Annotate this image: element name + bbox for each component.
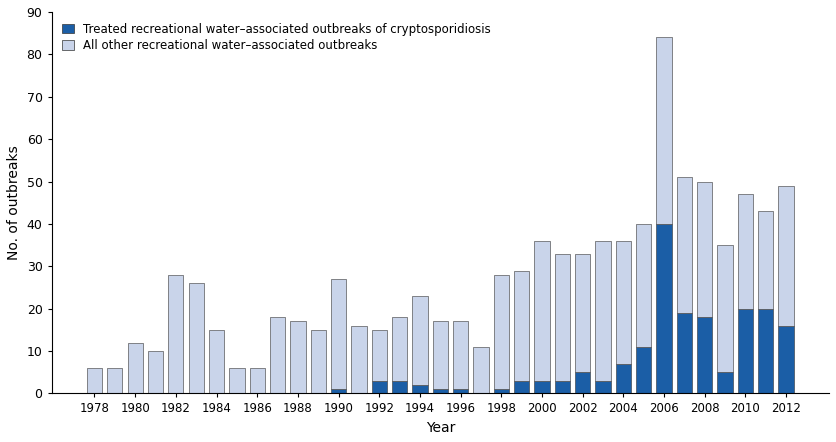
- Bar: [717, 372, 732, 393]
- Bar: [555, 381, 570, 393]
- Bar: [758, 309, 773, 393]
- Bar: [595, 241, 610, 381]
- Bar: [473, 347, 488, 393]
- Bar: [331, 279, 346, 389]
- Bar: [494, 389, 509, 393]
- Bar: [189, 283, 204, 393]
- Bar: [697, 182, 712, 317]
- Bar: [595, 381, 610, 393]
- Bar: [412, 296, 427, 385]
- Bar: [270, 317, 285, 393]
- Bar: [209, 330, 224, 393]
- Bar: [778, 326, 793, 393]
- Bar: [555, 254, 570, 381]
- Bar: [636, 347, 651, 393]
- Bar: [514, 271, 529, 381]
- Bar: [412, 385, 427, 393]
- Bar: [534, 241, 549, 381]
- Bar: [656, 224, 671, 393]
- Bar: [372, 381, 387, 393]
- Bar: [636, 224, 651, 347]
- X-axis label: Year: Year: [426, 421, 455, 435]
- Bar: [290, 321, 305, 393]
- Bar: [778, 186, 793, 326]
- Bar: [738, 194, 753, 309]
- Bar: [107, 368, 122, 393]
- Y-axis label: No. of outbreaks: No. of outbreaks: [7, 145, 21, 260]
- Legend: Treated recreational water–associated outbreaks of cryptosporidiosis, All other : Treated recreational water–associated ou…: [56, 17, 497, 58]
- Bar: [331, 389, 346, 393]
- Bar: [453, 389, 468, 393]
- Bar: [392, 381, 407, 393]
- Bar: [616, 364, 631, 393]
- Bar: [372, 330, 387, 381]
- Bar: [250, 368, 265, 393]
- Bar: [575, 372, 590, 393]
- Bar: [311, 330, 326, 393]
- Bar: [168, 275, 183, 393]
- Bar: [534, 381, 549, 393]
- Bar: [514, 381, 529, 393]
- Bar: [717, 245, 732, 372]
- Bar: [128, 343, 143, 393]
- Bar: [656, 38, 671, 224]
- Bar: [677, 313, 692, 393]
- Bar: [148, 351, 163, 393]
- Bar: [616, 241, 631, 364]
- Bar: [677, 177, 692, 313]
- Bar: [433, 321, 448, 389]
- Bar: [575, 254, 590, 372]
- Bar: [351, 326, 366, 393]
- Bar: [494, 275, 509, 389]
- Bar: [229, 368, 244, 393]
- Bar: [392, 317, 407, 381]
- Bar: [738, 309, 753, 393]
- Bar: [433, 389, 448, 393]
- Bar: [758, 211, 773, 309]
- Bar: [453, 321, 468, 389]
- Bar: [87, 368, 102, 393]
- Bar: [697, 317, 712, 393]
